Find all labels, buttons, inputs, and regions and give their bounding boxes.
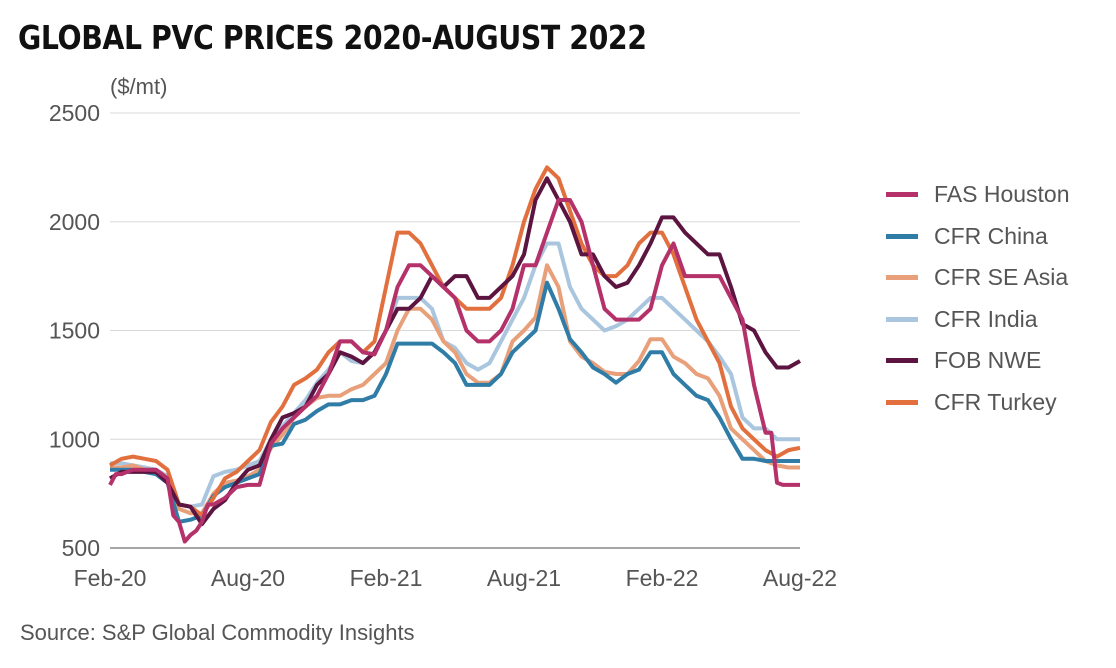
legend-label: CFR SE Asia (934, 264, 1069, 291)
legend-swatch (886, 316, 918, 322)
y-tick-label: 1000 (49, 426, 100, 452)
legend-label: CFR India (934, 305, 1038, 332)
x-tick-label: Feb-21 (350, 565, 423, 591)
legend-swatch (886, 399, 918, 405)
legend-label: FOB NWE (934, 347, 1042, 374)
legend-swatch (886, 233, 918, 239)
legend-item: CFR India (886, 299, 1070, 341)
series-line-cfr-turkey (109, 165, 801, 518)
x-tick-label: Feb-20 (74, 565, 147, 591)
legend-swatch (886, 192, 918, 198)
legend-item: FOB NWE (886, 340, 1070, 382)
source-note: Source: S&P Global Commodity Insights (20, 620, 415, 645)
legend-item: CFR SE Asia (886, 257, 1070, 299)
legend-swatch (886, 275, 918, 281)
y-tick-label: 2000 (49, 209, 100, 235)
legend-label: CFR Turkey (934, 388, 1057, 415)
chart-title: GLOBAL PVC PRICES 2020-AUGUST 2022 (18, 18, 647, 57)
y-axis-unit-label: ($/mt) (110, 74, 168, 99)
y-axis-ticks: 500 1000 1500 2000 2500 (49, 100, 100, 561)
y-tick-label: 500 (62, 535, 100, 561)
x-axis-ticks: Feb-20 Aug-20 Feb-21 Aug-21 Feb-22 Aug-22 (74, 565, 838, 591)
legend: FAS Houston CFR China CFR SE Asia CFR In… (886, 174, 1070, 423)
x-tick-label: Aug-22 (763, 565, 837, 591)
series-line-cfr-china (110, 280, 800, 524)
gridlines (110, 112, 800, 549)
series-line-cfr-india (110, 241, 800, 509)
series-line-fas-houston (108, 198, 800, 544)
series-line-cfr-se-asia (110, 263, 800, 516)
y-tick-label: 1500 (49, 318, 100, 344)
legend-item: CFR Turkey (886, 382, 1070, 424)
legend-swatch (886, 358, 918, 364)
series-lines (108, 165, 801, 544)
legend-item: FAS Houston (886, 174, 1070, 216)
legend-label: FAS Houston (934, 181, 1070, 208)
legend-item: CFR China (886, 216, 1070, 258)
x-tick-label: Feb-22 (626, 565, 699, 591)
legend-label: CFR China (934, 222, 1048, 249)
x-tick-label: Aug-21 (487, 565, 561, 591)
x-tick-label: Aug-20 (211, 565, 285, 591)
y-tick-label: 2500 (49, 100, 100, 126)
